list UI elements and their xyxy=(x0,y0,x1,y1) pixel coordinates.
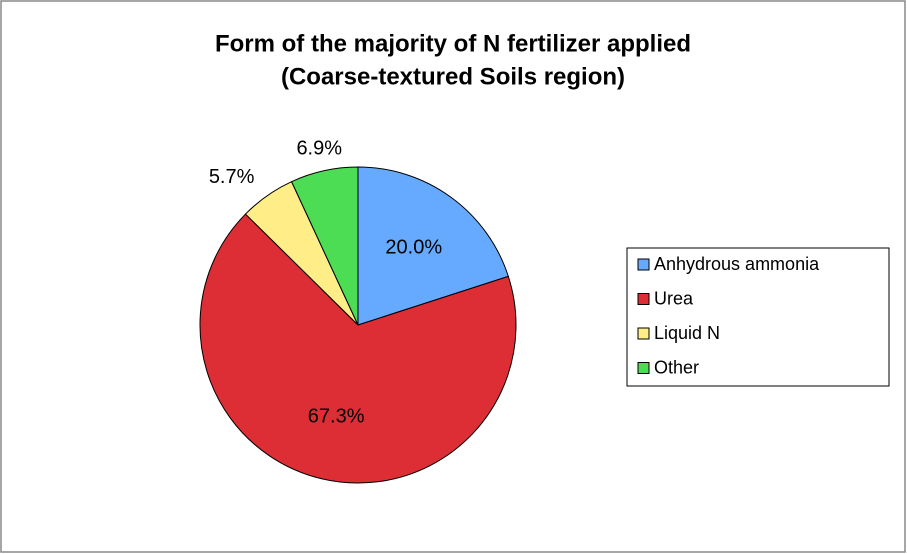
legend-swatch xyxy=(637,258,650,271)
legend-swatch xyxy=(637,327,650,340)
legend-swatch xyxy=(637,293,650,305)
pie-slice xyxy=(357,166,509,326)
data-label: 20.0% xyxy=(385,237,442,259)
pie-slice xyxy=(290,166,359,326)
data-label: 67.3% xyxy=(308,406,365,428)
chart-subtitle: (Coarse-textured Soils region) xyxy=(281,63,625,90)
legend-swatch xyxy=(637,362,650,374)
chart-title: Form of the majority of N fertilizer app… xyxy=(215,30,691,57)
legend-box xyxy=(626,247,890,387)
data-label: 5.7% xyxy=(209,166,255,188)
legend-label: Anhydrous ammonia xyxy=(654,254,820,274)
legend-label: Urea xyxy=(654,288,694,308)
legend-label: Liquid N xyxy=(654,323,720,343)
pie-slice xyxy=(199,213,517,484)
legend-label: Other xyxy=(654,357,699,377)
data-label: 6.9% xyxy=(296,138,342,160)
